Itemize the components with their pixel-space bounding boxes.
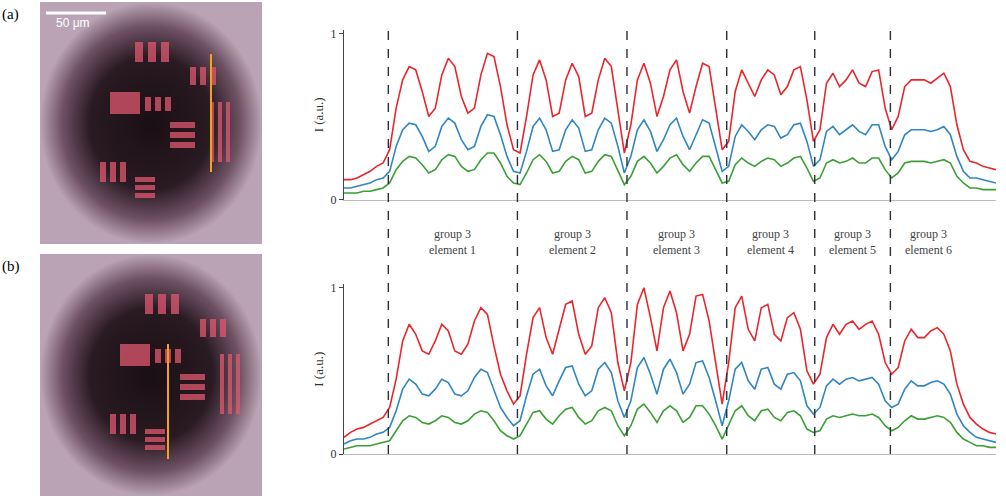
svg-text:group 3element 1: group 3element 1: [429, 227, 476, 257]
html-text:(b): (b): [2, 258, 20, 274]
svg-text:1: 1: [331, 281, 337, 295]
svg-text:group 3element 4: group 3element 4: [747, 227, 794, 257]
svg-text:0: 0: [331, 447, 337, 461]
svg-text:group 3element 6: group 3element 6: [905, 227, 952, 257]
svg-text:I (a.u.): I (a.u.): [311, 352, 326, 387]
html-text:50 μm: 50 μm: [56, 16, 90, 30]
svg-text:group 3element 3: group 3element 3: [653, 227, 700, 257]
svg-text:I (a.u.): I (a.u.): [311, 97, 326, 132]
svg-text:0: 0: [331, 193, 337, 207]
html-text:(a): (a): [2, 6, 19, 22]
svg-text:group 3element 5: group 3element 5: [829, 227, 876, 257]
svg-text:group 3element 2: group 3element 2: [549, 227, 596, 257]
svg-text:1: 1: [331, 27, 337, 41]
